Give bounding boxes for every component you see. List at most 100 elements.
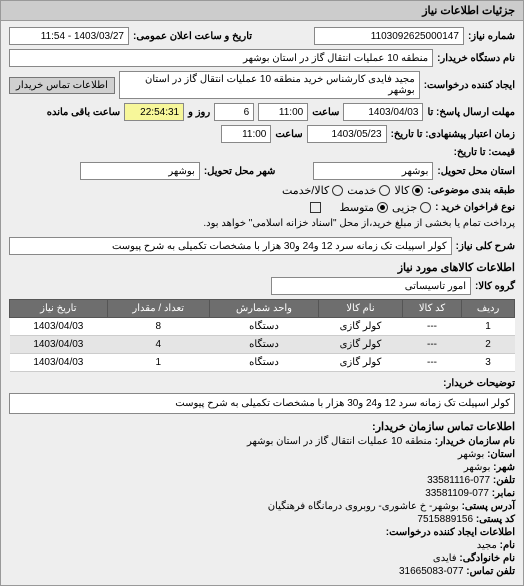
announce-label: تاریخ و ساعت اعلان عمومی:: [133, 31, 252, 42]
offer-type-label: نوع فراخوان خرید :: [435, 202, 515, 213]
info-v: بوشهر: [464, 462, 490, 473]
cell: ---: [402, 318, 461, 336]
cell: کولر گازی: [319, 354, 403, 372]
th-code: کد کالا: [402, 300, 461, 318]
contact-info-button[interactable]: اطلاعات تماس خریدار: [9, 77, 115, 94]
valid-until-time: 11:00: [221, 125, 271, 143]
th-unit: واحد شمارش: [209, 300, 318, 318]
radio-both-label: کالا/خدمت: [282, 184, 329, 197]
valid-until-label: زمان اعتبار پیشنهادی: تا تاریخ:: [391, 129, 515, 140]
info-k: اطلاعات ایجاد کننده درخواست:: [386, 527, 515, 538]
radio-partial-icon: [420, 202, 431, 213]
cell: 8: [107, 318, 209, 336]
radio-service-icon: [379, 185, 390, 196]
info-addr: آدرس پستی: بوشهر- خ عاشوری- روبروی درمان…: [9, 501, 515, 512]
group-field: امور تاسیساتی: [271, 277, 471, 295]
cell: 1: [462, 318, 515, 336]
info-k: نام سازمان خریدار:: [435, 436, 515, 447]
radio-goods-group[interactable]: کالا: [394, 184, 423, 197]
info-v: بوشهر- خ عاشوری- روبروی درمانگاه فرهنگیا…: [268, 501, 459, 512]
req-number-field: 1103092625000147: [314, 27, 464, 45]
panel-body: شماره نیاز: 1103092625000147 تاریخ و ساع…: [1, 21, 523, 585]
info-v: مجید: [477, 540, 497, 551]
radio-goods-label: کالا: [394, 184, 409, 197]
th-row: ردیف: [462, 300, 515, 318]
th-name: نام کالا: [319, 300, 403, 318]
radio-service-label: خدمت: [347, 184, 376, 197]
info-v: بوشهر: [458, 449, 484, 460]
radio-both-group[interactable]: کالا/خدمت: [282, 184, 343, 197]
deadline-date-field: 1403/04/03: [343, 103, 423, 121]
info-post: کد پستی: 7515889156: [9, 514, 515, 525]
info-k: استان:: [487, 449, 515, 460]
radio-medium-icon: [377, 202, 388, 213]
cell: 2: [462, 336, 515, 354]
cell: 4: [107, 336, 209, 354]
time-label-2: ساعت: [275, 129, 302, 140]
creator-label: ایجاد کننده درخواست:: [424, 80, 515, 91]
radio-partial-group[interactable]: جزیی: [392, 201, 431, 214]
cell: کولر گازی: [319, 336, 403, 354]
radio-medium-label: متوسط: [339, 201, 374, 214]
items-section-title: اطلاعات کالاهای مورد نیاز: [9, 261, 515, 274]
general-desc-field: کولر اسپیلت تک زمانه سرد 12 و24 و30 هزار…: [9, 237, 452, 255]
info-name: نام: مجید: [9, 540, 515, 551]
buyer-notes-box: کولر اسپیلت تک زمانه سرد 12 و24 و30 هزار…: [9, 393, 515, 414]
delivery-city-label: شهر محل تحویل:: [204, 166, 276, 177]
radio-both-icon: [332, 185, 343, 196]
radio-service-group[interactable]: خدمت: [347, 184, 390, 197]
info-org: نام سازمان خریدار: منطقه 10 عملیات انتقا…: [9, 436, 515, 447]
cell: ---: [402, 336, 461, 354]
details-panel: جزئیات اطلاعات نیاز شماره نیاز: 11030926…: [0, 0, 524, 586]
remain-time-field: 22:54:31: [124, 103, 184, 121]
info-k: تلفن:: [493, 475, 515, 486]
info-v: 077-33581109: [425, 488, 489, 499]
cell: 3: [462, 354, 515, 372]
cell: 1403/04/03: [10, 354, 108, 372]
info-v: 7515889156: [417, 514, 473, 525]
radio-partial-label: جزیی: [392, 201, 417, 214]
radio-goods-icon: [412, 185, 423, 196]
info-v: فایدی: [433, 553, 457, 564]
deadline-label: مهلت ارسال پاسخ: تا: [427, 107, 515, 118]
info-k: آدرس پستی:: [462, 501, 515, 512]
th-qty: تعداد / مقدار: [107, 300, 209, 318]
category-label: طبقه بندی موضوعی:: [427, 185, 515, 196]
info-k: کد پستی:: [476, 514, 515, 525]
info-city: شهر: بوشهر: [9, 462, 515, 473]
info-k: نام:: [500, 540, 515, 551]
info-phone: تلفن: 077-33581116: [9, 475, 515, 486]
creator-field: مجید فایدی کارشناس خرید منطقه 10 عملیات …: [119, 71, 420, 99]
info-k: شهر:: [493, 462, 515, 473]
price-valid-label: قیمت: تا تاریخ:: [454, 147, 515, 158]
table-row: 3 --- کولر گازی دستگاه 1 1403/04/03: [10, 354, 515, 372]
cell: 1: [107, 354, 209, 372]
announce-field: 1403/03/27 - 11:54: [9, 27, 129, 45]
th-date: تاریخ نیاز: [10, 300, 108, 318]
remain-label: ساعت باقی مانده: [47, 107, 120, 118]
info-k: نمابر:: [492, 488, 515, 499]
remain-days-label: روز و: [188, 107, 210, 118]
info-req-creator: اطلاعات ایجاد کننده درخواست:: [9, 527, 515, 538]
deadline-time-field: 11:00: [258, 103, 308, 121]
panel-title: جزئیات اطلاعات نیاز: [1, 1, 523, 21]
cell: دستگاه: [209, 354, 318, 372]
buyer-org-label: نام دستگاه خریدار:: [437, 53, 515, 64]
cell: 1403/04/03: [10, 318, 108, 336]
time-label-1: ساعت: [312, 107, 339, 118]
info-v: منطقه 10 عملیات انتقال گاز در استان بوشه…: [247, 436, 432, 447]
delivery-province-field: بوشهر: [313, 162, 433, 180]
info-k: نام خانوادگی:: [459, 553, 515, 564]
info-fax: نمابر: 077-33581109: [9, 488, 515, 499]
info-lname: نام خانوادگی: فایدی: [9, 553, 515, 564]
note-text: پرداخت تمام یا بخشی از مبلغ خرید،از محل …: [203, 218, 515, 229]
contact-section-title: اطلاعات تماس سازمان خریدار:: [9, 420, 515, 433]
delivery-city-field: بوشهر: [80, 162, 200, 180]
info-v: 077-33581116: [427, 475, 490, 486]
general-desc-label: شرح کلی نیاز:: [456, 241, 515, 252]
cell: 1403/04/03: [10, 336, 108, 354]
group-label: گروه کالا:: [475, 281, 515, 292]
info-k: تلفن تماس:: [466, 566, 515, 577]
radio-medium-group[interactable]: متوسط: [339, 201, 388, 214]
treasury-checkbox[interactable]: [310, 202, 321, 213]
